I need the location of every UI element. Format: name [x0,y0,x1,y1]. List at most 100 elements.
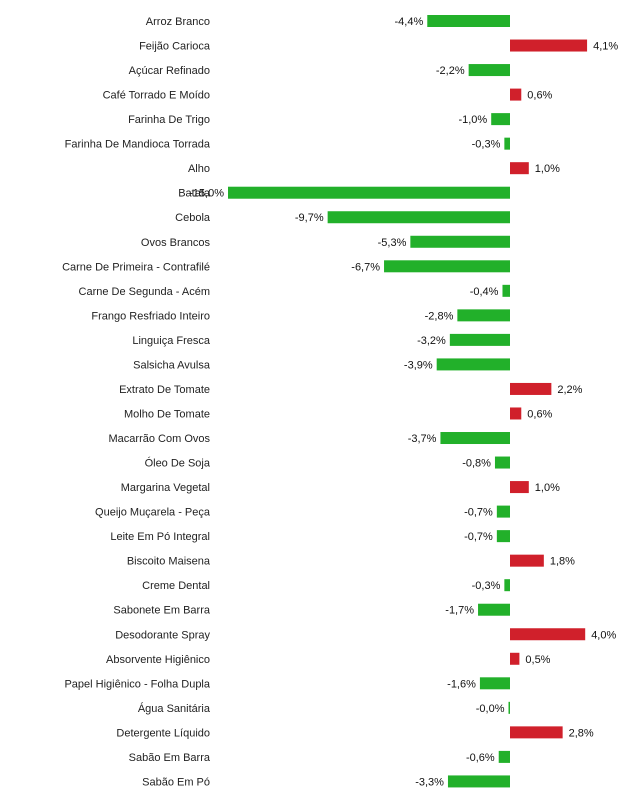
bar [510,652,520,665]
bar [510,407,522,420]
category-label: Desodorante Spray [115,629,210,641]
category-label: Arroz Branco [146,16,210,28]
data-label: -9,7% [295,212,324,224]
bar [427,15,510,27]
data-label: -5,3% [378,237,407,249]
bar [327,211,510,224]
bar [457,309,510,322]
category-label: Farinha De Trigo [128,114,210,126]
bar [510,628,586,641]
data-label: -3,9% [404,359,433,371]
category-label: Creme Dental [142,580,210,592]
data-label: -0,8% [462,458,491,470]
data-label: 1,8% [550,556,575,568]
bar [479,677,510,690]
category-label: Cebola [175,212,211,224]
category-label: Feijão Carioca [139,41,211,53]
category-label: Queijo Muçarela - Peça [95,507,211,519]
bar [468,64,510,77]
category-label: Óleo De Soja [145,457,211,470]
data-label: 0,5% [525,654,550,666]
bar [510,554,544,567]
data-label: -4,4% [395,16,424,28]
category-label: Absorvente Higiênico [106,654,210,666]
data-label: -3,2% [417,335,446,347]
data-label: 2,8% [569,727,594,739]
category-label: Carne De Primeira - Contrafilé [62,261,210,273]
data-label: -0,6% [466,752,495,764]
bar [510,481,529,494]
bar [504,137,510,150]
category-label: Farinha De Mandioca Torrada [65,139,211,151]
data-label: -1,7% [445,605,474,617]
bar [504,579,510,592]
category-label: Linguiça Fresca [132,335,211,347]
data-label: -2,2% [436,65,465,77]
bar [384,260,510,273]
category-label: Sabão Em Pó [142,776,210,788]
category-label: Carne De Segunda - Acém [79,286,210,298]
data-label: 0,6% [527,408,552,420]
data-label: -3,3% [415,776,444,788]
category-label: Ovos Brancos [141,237,211,249]
data-label: -6,7% [351,261,380,273]
data-label: -1,6% [447,678,476,690]
data-label: 1,0% [535,482,560,494]
data-label: -0,7% [464,531,493,543]
category-label: Água Sanitária [138,702,211,715]
category-label: Café Torrado E Moído [103,90,210,102]
data-label: -0,7% [464,507,493,519]
bar [491,113,510,126]
category-label: Macarrão Com Ovos [109,433,211,445]
category-label: Margarina Vegetal [121,482,210,494]
category-label: Açúcar Refinado [129,65,210,77]
bar [510,88,522,101]
bar [510,39,588,52]
bar [496,530,510,543]
bar [228,186,510,199]
data-label: 4,1% [593,41,618,53]
bar [496,505,510,518]
category-labels-group: Arroz Branco Feijão Carioca Açúcar Refinad… [62,16,211,788]
bar [436,358,510,371]
category-label: Molho De Tomate [124,408,210,420]
bar [494,456,510,469]
category-label: Frango Resfriado Inteiro [91,310,210,322]
bar [410,235,510,248]
bar [510,382,552,395]
bar [502,284,510,297]
category-label: Papel Higiênico - Folha Dupla [64,678,210,690]
data-label: -3,7% [408,433,437,445]
bar [498,750,510,763]
data-label: 4,0% [591,629,616,641]
data-label: -0,4% [470,286,499,298]
data-label: 1,0% [535,163,560,175]
category-label: Salsicha Avulsa [133,359,211,371]
data-label: -0,3% [472,580,501,592]
data-label: -0,0% [476,703,505,715]
bar [510,726,563,739]
data-label: -0,3% [472,139,501,151]
data-label: -15,0% [189,188,224,200]
data-label: 2,2% [557,384,582,396]
category-label: Extrato De Tomate [119,384,210,396]
category-label: Batata [178,188,211,200]
bar [478,603,510,616]
bar [447,775,510,788]
category-label: Alho [188,163,210,175]
bars-group [228,15,588,788]
bar [508,701,510,714]
data-label: -1,0% [458,114,487,126]
data-label: 0,6% [527,90,552,102]
category-label: Sabão Em Barra [129,752,211,764]
category-label: Sabonete Em Barra [113,605,210,617]
bar [440,432,510,445]
category-label: Leite Em Pó Integral [110,531,210,543]
category-label: Biscoito Maisena [127,556,211,568]
bar [449,333,510,346]
category-label: Detergente Líquido [116,727,210,739]
value-labels-group: -4,4% 4,1% -2,2% 0,6% -1,0% -0,3% 1,0% -15,0% -9… [189,16,618,788]
bar [510,162,529,175]
data-label: -2,8% [425,310,454,322]
